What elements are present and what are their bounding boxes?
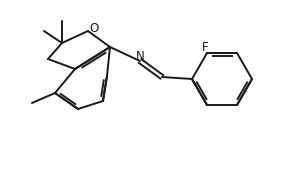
Text: O: O <box>89 21 99 34</box>
Text: F: F <box>202 41 208 54</box>
Text: N: N <box>136 51 144 64</box>
